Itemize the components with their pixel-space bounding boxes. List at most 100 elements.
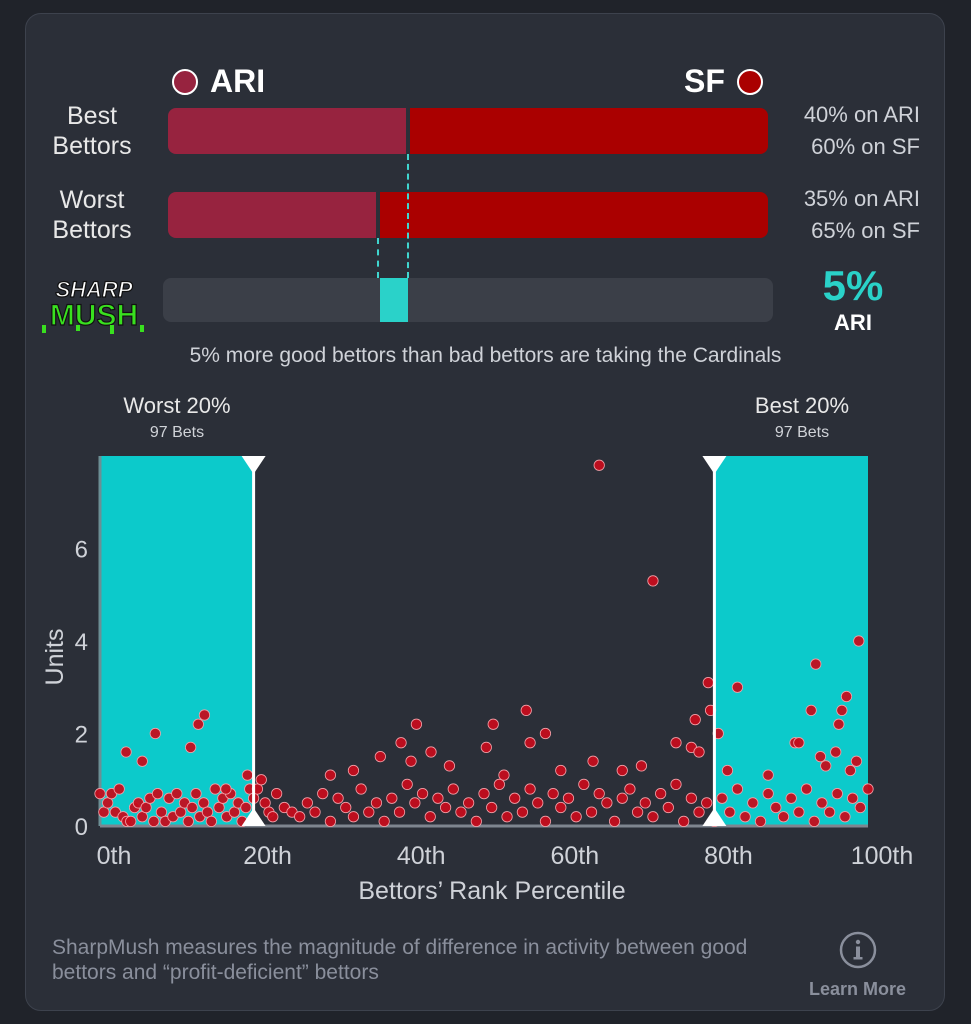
- data-point: [463, 797, 475, 809]
- data-point: [721, 764, 734, 777]
- worst-bettors-sf-segment: [380, 192, 768, 238]
- data-point: [608, 815, 621, 827]
- data-point: [635, 760, 648, 772]
- data-point: [294, 811, 306, 823]
- data-point: [355, 783, 367, 795]
- data-point: [149, 727, 161, 740]
- shaded-range-1: [714, 456, 868, 826]
- data-point: [439, 801, 452, 814]
- x-axis-label: Bettors’ Rank Percentile: [358, 877, 625, 905]
- data-point: [401, 778, 413, 790]
- sharpmush-diff-value: 5%: [822, 262, 884, 309]
- divider-bottom-triangle-icon: [702, 808, 727, 826]
- data-point: [425, 746, 437, 758]
- sharpmush-diff-team: ARI: [834, 310, 872, 335]
- shaded-range-0: [100, 456, 254, 826]
- data-point: [125, 815, 137, 827]
- y-tick-label: 4: [75, 629, 88, 656]
- data-point: [516, 806, 529, 818]
- sharpmush-logo: SHARP MUSH: [42, 276, 144, 334]
- data-point: [655, 788, 667, 800]
- worst-bettors-label-line2: Bettors: [52, 216, 132, 244]
- data-point: [378, 815, 390, 827]
- y-tick-label: 6: [75, 537, 88, 564]
- data-point: [793, 806, 805, 818]
- data-point: [831, 788, 843, 800]
- data-point: [616, 792, 628, 804]
- best-split-marker: [407, 154, 409, 278]
- data-point: [198, 797, 210, 809]
- data-point: [455, 806, 467, 818]
- data-point: [793, 737, 805, 749]
- best-bettors-bar: [168, 108, 768, 154]
- data-point: [800, 783, 813, 795]
- data-point: [424, 811, 436, 823]
- data-point: [555, 801, 567, 814]
- worst-bettors-label-line1: Worst: [59, 186, 125, 214]
- x-tick-label: 20th: [243, 842, 292, 870]
- data-point: [639, 797, 651, 809]
- data-point: [498, 769, 510, 781]
- data-point: [532, 797, 544, 809]
- data-point: [332, 792, 344, 804]
- logo-drip: [76, 325, 80, 331]
- data-point: [480, 741, 492, 753]
- data-point: [201, 806, 214, 818]
- data-point: [539, 727, 552, 740]
- sharpmush-diff-track: [163, 278, 773, 322]
- x-tick-label: 0th: [97, 842, 132, 870]
- sharpmush-diff-fill: [380, 278, 408, 322]
- data-point: [136, 811, 148, 823]
- data-point: [524, 737, 536, 749]
- data-point: [770, 801, 782, 814]
- data-point: [731, 783, 744, 795]
- data-point: [814, 751, 826, 763]
- data-point: [198, 709, 211, 721]
- data-point: [213, 801, 225, 814]
- y-tick-label: 0: [75, 814, 88, 841]
- data-point: [840, 690, 853, 703]
- data-point: [570, 811, 582, 823]
- data-point: [830, 746, 842, 758]
- data-point: [317, 788, 329, 800]
- data-point: [347, 811, 360, 823]
- data-point: [309, 806, 321, 818]
- data-point: [205, 815, 217, 827]
- data-point: [470, 815, 482, 827]
- data-point: [647, 575, 659, 587]
- data-point: [678, 815, 690, 827]
- best-bettors-label-line1: Best: [66, 102, 118, 130]
- data-point: [587, 755, 599, 767]
- data-point: [631, 806, 644, 818]
- x-tick-label: 40th: [397, 842, 446, 870]
- worst-split-marker: [377, 238, 379, 278]
- best-bettors-label-line2: Bettors: [52, 132, 132, 160]
- data-point: [152, 788, 164, 800]
- away-team-header: ARI: [172, 63, 265, 100]
- data-point: [762, 769, 774, 781]
- data-point: [702, 677, 714, 689]
- data-point: [395, 737, 407, 749]
- data-point: [190, 788, 202, 800]
- data-point: [701, 797, 713, 809]
- data-point: [301, 797, 313, 809]
- data-point: [823, 806, 836, 818]
- data-point: [182, 815, 194, 827]
- best-bucket-title: Best 20%: [754, 393, 850, 418]
- learn-more-button[interactable]: Learn More: [800, 930, 915, 1000]
- data-point: [443, 760, 456, 772]
- data-point: [148, 815, 160, 827]
- data-point: [209, 783, 221, 795]
- data-point: [102, 797, 114, 809]
- bar-separator: [406, 108, 410, 154]
- data-point: [754, 815, 767, 827]
- data-point: [486, 801, 498, 814]
- data-point: [324, 769, 336, 781]
- data-point: [689, 714, 701, 726]
- data-point: [816, 797, 828, 809]
- data-point: [601, 797, 613, 809]
- data-point: [370, 797, 383, 809]
- data-point: [347, 764, 360, 777]
- data-point: [267, 811, 279, 823]
